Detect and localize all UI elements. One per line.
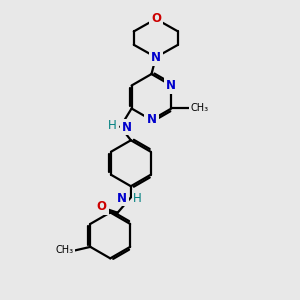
Text: H: H: [133, 192, 142, 205]
Text: O: O: [151, 13, 161, 26]
Text: N: N: [117, 192, 127, 205]
Text: CH₃: CH₃: [56, 245, 74, 255]
Text: CH₃: CH₃: [190, 103, 208, 113]
Text: N: N: [167, 79, 176, 92]
Text: N: N: [151, 51, 161, 64]
Text: N: N: [146, 113, 157, 127]
Text: O: O: [96, 200, 106, 213]
Text: N: N: [122, 121, 132, 134]
Text: H: H: [108, 119, 117, 132]
